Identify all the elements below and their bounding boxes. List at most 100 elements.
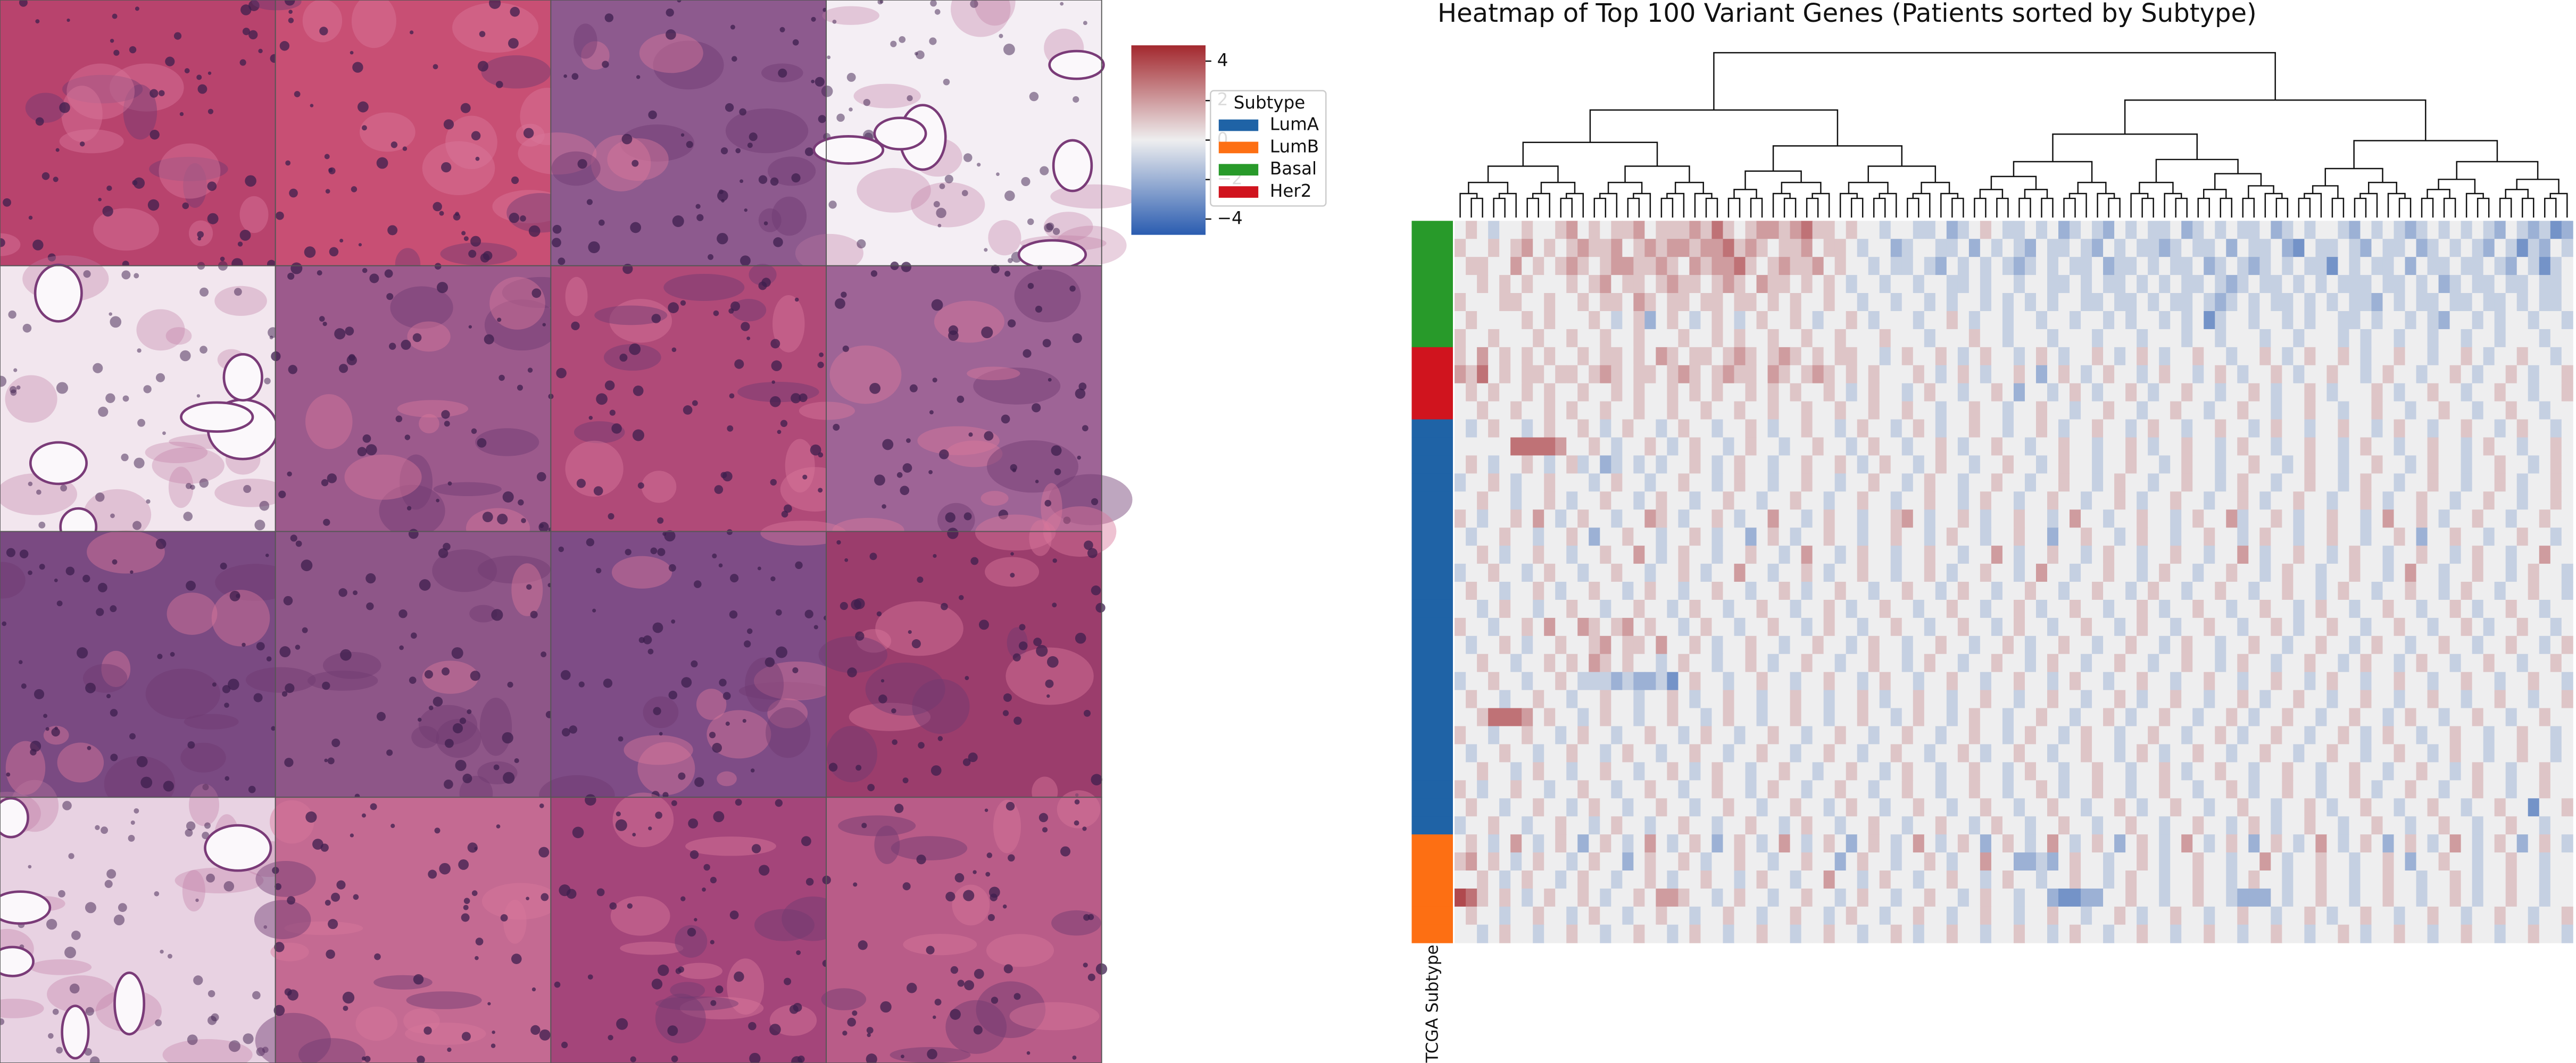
heatmap-cell xyxy=(1544,528,1556,547)
heatmap-cell xyxy=(1667,329,1679,348)
heatmap-cell xyxy=(2170,239,2182,258)
heatmap-cell xyxy=(2170,798,2182,817)
heatmap-cell xyxy=(2024,780,2037,799)
heatmap-cell xyxy=(1589,780,1601,799)
heatmap-cell xyxy=(1823,329,1835,348)
heatmap-cell xyxy=(1734,582,1746,600)
heatmap-cell xyxy=(1946,744,1958,763)
heatmap-cell xyxy=(1622,293,1634,312)
tile xyxy=(826,797,1102,1063)
heatmap-cell xyxy=(1644,708,1657,727)
heatmap-cell xyxy=(2035,491,2048,510)
heatmap-cell xyxy=(1745,491,1757,510)
heatmap-cell xyxy=(2416,744,2428,763)
heatmap-cell xyxy=(2070,871,2081,889)
heatmap-cell xyxy=(2394,546,2406,565)
nucleus xyxy=(996,172,1000,176)
nucleus xyxy=(761,278,771,287)
heatmap-cell xyxy=(2204,871,2216,889)
heatmap-cell xyxy=(1734,762,1746,781)
heatmap-cell xyxy=(2081,888,2092,907)
tissue-patch xyxy=(767,156,816,186)
heatmap-cell xyxy=(1779,473,1791,492)
heatmap-cell xyxy=(2494,329,2506,348)
heatmap-cell xyxy=(1644,798,1657,817)
nucleus xyxy=(324,758,328,763)
heatmap-cell xyxy=(1991,654,2003,673)
heatmap-cell xyxy=(1812,401,1824,420)
heatmap-cell xyxy=(2416,275,2428,294)
nucleus xyxy=(719,679,727,687)
heatmap-cell xyxy=(1544,275,1556,294)
heatmap-cell xyxy=(2114,239,2126,258)
heatmap-cell xyxy=(2013,635,2025,655)
heatmap-cell xyxy=(2125,509,2138,529)
tissue-patch xyxy=(822,6,879,25)
heatmap-cell xyxy=(1711,690,1724,709)
heatmap-cell xyxy=(2315,708,2328,727)
heatmap-cell xyxy=(1823,690,1835,709)
heatmap-cell xyxy=(1723,888,1735,907)
heatmap-cell xyxy=(1879,419,1891,438)
tissue-patch xyxy=(980,491,1009,506)
heatmap-cell xyxy=(2349,690,2361,709)
heatmap-cell xyxy=(2394,383,2406,402)
heatmap-cell xyxy=(2013,852,2025,871)
heatmap-cell xyxy=(2125,528,2138,547)
heatmap-cell xyxy=(2438,852,2450,871)
heatmap-cell xyxy=(2159,798,2171,817)
heatmap-cell xyxy=(1991,780,2003,799)
heatmap-cell xyxy=(1678,690,1690,709)
heatmap-cell xyxy=(1656,528,1668,547)
heatmap-cell xyxy=(1488,816,1500,835)
heatmap-cell xyxy=(1823,473,1835,492)
heatmap-cell xyxy=(2304,455,2316,474)
nucleus xyxy=(87,746,92,750)
tissue-patch xyxy=(57,742,104,783)
heatmap-cell xyxy=(1723,672,1735,691)
nucleus xyxy=(609,902,617,910)
nucleus xyxy=(482,512,493,523)
heatmap-cell xyxy=(2070,888,2081,907)
heatmap-cell xyxy=(2215,762,2227,781)
heatmap-cell xyxy=(2137,762,2149,781)
heatmap-cell xyxy=(2382,311,2395,330)
nucleus xyxy=(364,1056,371,1062)
heatmap-cell xyxy=(2192,293,2205,312)
heatmap-cell xyxy=(2248,762,2261,781)
heatmap-cell xyxy=(1566,311,1578,330)
nucleus xyxy=(328,167,336,174)
heatmap-cell xyxy=(1455,654,1467,673)
heatmap-cell xyxy=(2181,582,2193,600)
heatmap-cell xyxy=(2002,690,2014,709)
nucleus xyxy=(263,925,268,929)
heatmap-cell xyxy=(1555,599,1567,618)
nucleus xyxy=(948,330,959,341)
heatmap-cell xyxy=(2181,239,2193,258)
heatmap-cell xyxy=(2315,311,2328,330)
nucleus xyxy=(439,863,451,875)
heatmap-cell xyxy=(1756,275,1768,294)
heatmap-cell xyxy=(2516,834,2529,853)
heatmap-cell xyxy=(2326,708,2339,727)
heatmap-cell xyxy=(2170,311,2182,330)
heatmap-cell xyxy=(1544,473,1556,492)
heatmap-cell xyxy=(1834,239,1847,258)
heatmap-cell xyxy=(2237,708,2249,727)
nucleus xyxy=(149,89,159,98)
heatmap-cell xyxy=(2550,437,2562,456)
heatmap-cell xyxy=(2349,401,2361,420)
heatmap-cell xyxy=(1622,617,1634,637)
nucleus xyxy=(18,660,23,664)
heatmap-cell xyxy=(1946,888,1958,907)
heatmap-cell xyxy=(2248,455,2261,474)
heatmap-cell xyxy=(2304,437,2316,456)
heatmap-cell xyxy=(1790,528,1802,547)
heatmap-cell xyxy=(2070,816,2081,835)
heatmap-cell xyxy=(1488,798,1500,817)
heatmap-cell xyxy=(2382,383,2395,402)
heatmap-cell xyxy=(1522,455,1534,474)
nucleus xyxy=(266,656,272,662)
heatmap-cell xyxy=(1667,455,1679,474)
heatmap-cell xyxy=(2002,582,2014,600)
